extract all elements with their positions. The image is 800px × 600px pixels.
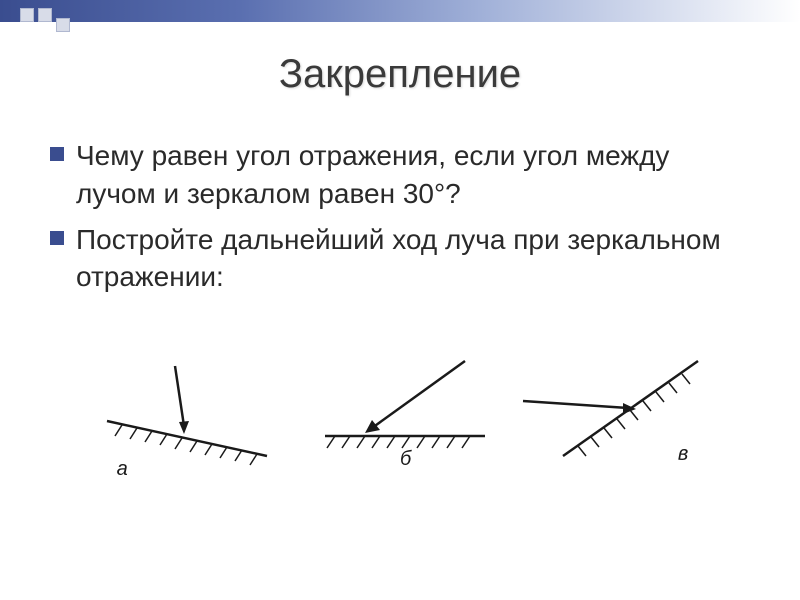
diagram-v-label: в bbox=[678, 443, 688, 466]
bullet-text: Чему равен угол отражения, если угол меж… bbox=[76, 137, 750, 213]
bullet-marker bbox=[50, 231, 64, 245]
decor-square bbox=[56, 18, 70, 32]
diagram-a-svg bbox=[87, 346, 287, 476]
diagram-b: б bbox=[300, 346, 500, 476]
decor-square bbox=[38, 8, 52, 22]
page-title: Закрепление bbox=[20, 52, 780, 97]
title-area: Закрепление bbox=[0, 22, 800, 137]
diagram-b-label: б bbox=[400, 448, 411, 471]
bullet-item: Постройте дальнейший ход луча при зеркал… bbox=[50, 221, 750, 297]
bullet-marker bbox=[50, 147, 64, 161]
diagram-a-label: а bbox=[117, 458, 128, 481]
header-decoration bbox=[20, 8, 70, 32]
bullet-item: Чему равен угол отражения, если угол меж… bbox=[50, 137, 750, 213]
decor-square bbox=[20, 8, 34, 22]
header-bar bbox=[0, 0, 800, 22]
diagrams-row: а б bbox=[50, 346, 750, 476]
diagram-a: а bbox=[87, 346, 287, 476]
content-area: Чему равен угол отражения, если угол меж… bbox=[0, 137, 800, 476]
diagram-v: в bbox=[513, 346, 713, 476]
bullet-text: Постройте дальнейший ход луча при зеркал… bbox=[76, 221, 750, 297]
